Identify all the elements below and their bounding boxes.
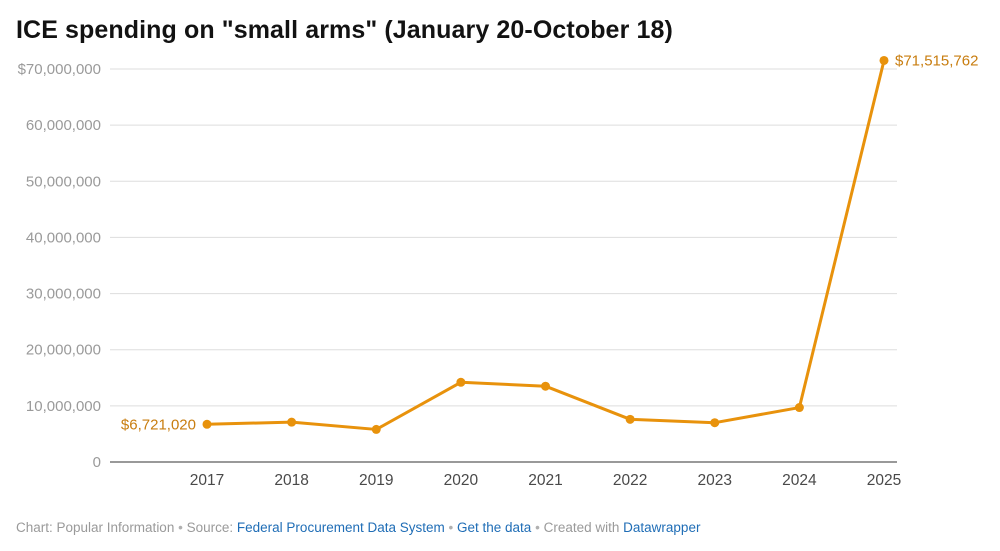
spending-line — [205, 58, 886, 431]
y-tick-label: 20,000,000 — [26, 342, 101, 359]
chart-credit: Chart: Popular Information — [16, 520, 175, 535]
data-point-2019 — [371, 424, 381, 434]
value-label-first: $6,721,020 — [121, 416, 196, 433]
data-point-2020 — [456, 377, 466, 387]
x-tick-label: 2017 — [190, 472, 224, 489]
x-tick-label: 2022 — [613, 472, 647, 489]
data-point-2025 — [879, 55, 889, 65]
separator-dot: • — [448, 520, 454, 535]
y-tick-label: $70,000,000 — [18, 61, 101, 78]
chart-title: ICE spending on "small arms" (January 20… — [16, 16, 673, 44]
get-data-link[interactable]: Get the data — [457, 520, 532, 535]
x-tick-label: 2020 — [444, 472, 479, 489]
chart-footer: Chart: Popular Information • Source: Fed… — [0, 504, 1000, 535]
y-tick-label: 50,000,000 — [26, 173, 101, 190]
source-link[interactable]: Federal Procurement Data System — [236, 520, 445, 535]
x-tick-label: 2025 — [867, 472, 901, 489]
y-tick-label: 30,000,000 — [26, 286, 101, 303]
line-chart: 0 10,000,000 20,000,000 30,000,000 40,000,00… — [18, 52, 979, 489]
source-label: Source: — [186, 520, 234, 535]
x-tick-label: 2021 — [528, 472, 562, 489]
data-point-2017 — [202, 419, 212, 429]
data-point-2024 — [794, 403, 804, 413]
data-point-2018 — [287, 417, 297, 427]
x-tick-label: 2023 — [698, 472, 732, 489]
value-label-last: $71,515,762 — [895, 52, 978, 69]
separator-dot: • — [535, 520, 540, 535]
data-point-2021 — [541, 381, 550, 391]
data-point-2022 — [625, 414, 635, 424]
y-tick-label: 10,000,000 — [26, 398, 101, 415]
y-tick-label: 60,000,000 — [26, 117, 101, 134]
y-tick-label: 0 — [93, 454, 101, 471]
datawrapper-link[interactable]: Datawrapper — [623, 520, 701, 535]
x-tick-label: 2024 — [782, 472, 817, 489]
created-with-label: Created with — [543, 520, 620, 535]
y-tick-label: 40,000,000 — [26, 229, 101, 246]
data-point-2023 — [710, 418, 720, 428]
chart-header: ICE spending on "small arms" (January 20… — [0, 0, 1000, 49]
separator-dot: • — [178, 520, 183, 535]
x-tick-label: 2018 — [274, 472, 308, 489]
x-tick-label: 2019 — [359, 472, 393, 489]
